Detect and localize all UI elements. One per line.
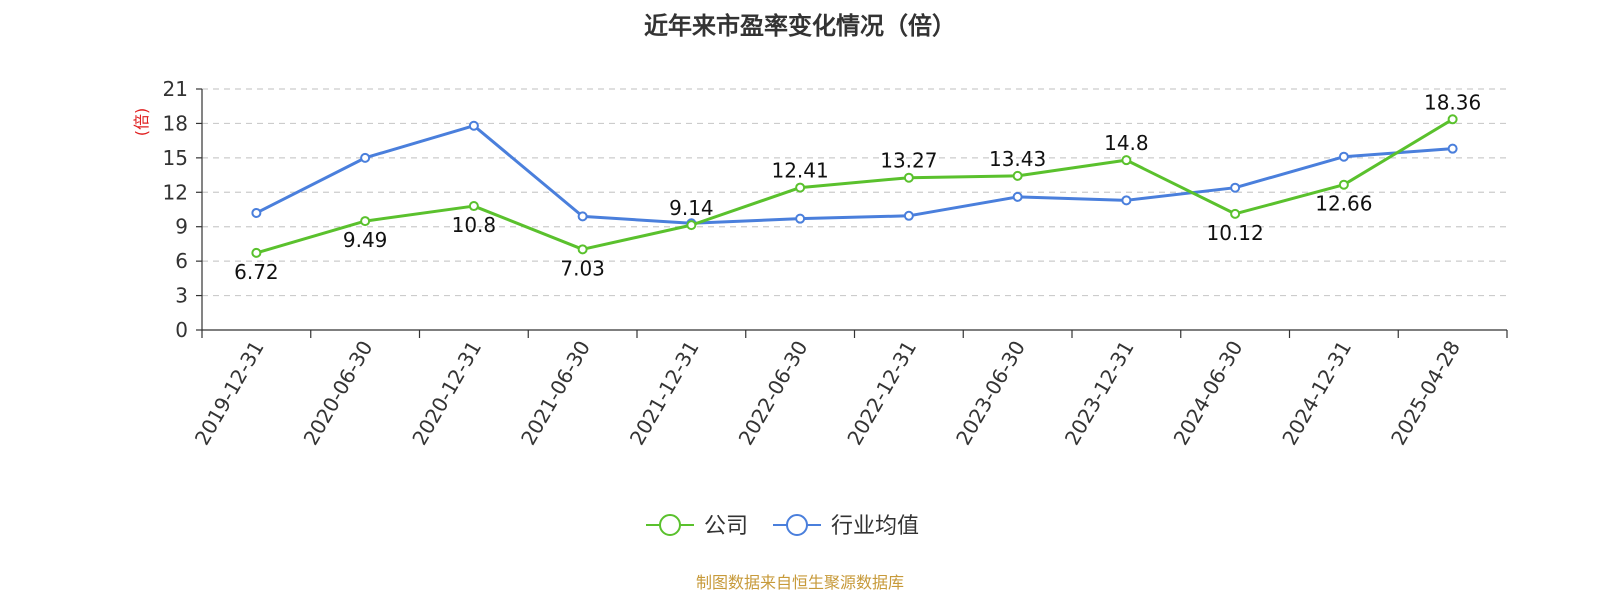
- y-tick-label: 21: [163, 77, 188, 101]
- company-data-point: [903, 172, 914, 183]
- company-data-point: [251, 247, 262, 258]
- company-data-point: [1121, 155, 1132, 166]
- series-lines: [251, 114, 1458, 258]
- company-data-label: 14.8: [1104, 131, 1149, 155]
- company-data-point: [686, 220, 697, 231]
- company-data-label: 18.36: [1424, 90, 1481, 114]
- company-data-point: [1012, 170, 1023, 181]
- industry-data-point: [360, 152, 371, 163]
- legend-industry[interactable]: 行业均值: [773, 514, 919, 539]
- company-data-label: 12.41: [771, 159, 828, 183]
- x-tick-label: 2020-12-31: [407, 337, 486, 450]
- y-tick-label: 3: [175, 284, 188, 308]
- legend-label: 公司: [704, 514, 748, 539]
- axes: 0 3 6 9 12 15 18 21 2019-12-31 2020-06-30 2020-12-…: [163, 77, 1508, 450]
- x-tick-label: 2021-06-30: [516, 337, 595, 450]
- x-tick-label: 2022-06-30: [734, 337, 813, 450]
- industry-data-point: [1121, 195, 1132, 206]
- legend-company[interactable]: 公司: [646, 514, 748, 539]
- industry-data-point: [577, 211, 588, 222]
- industry-data-point: [1447, 143, 1458, 154]
- y-axis-label: (倍): [132, 108, 151, 137]
- industry-data-point: [468, 120, 479, 131]
- x-tick-label: 2022-12-31: [842, 337, 921, 450]
- x-tick-label: 2021-12-31: [625, 337, 704, 450]
- industry-data-point: [1338, 151, 1349, 162]
- company-data-label: 13.43: [989, 147, 1046, 171]
- y-tick-label: 6: [175, 249, 188, 273]
- industry-data-point: [795, 213, 806, 224]
- grid-lines: [202, 88, 1507, 297]
- source-note: 制图数据来自恒生聚源数据库: [696, 573, 904, 592]
- company-data-point: [1338, 179, 1349, 190]
- legend-label: 行业均值: [831, 514, 919, 539]
- industry-data-point: [251, 207, 262, 218]
- company-data-point: [1447, 114, 1458, 125]
- company-data-label: 9.14: [669, 196, 714, 220]
- industry-data-point: [1012, 191, 1023, 202]
- x-tick-label: 2024-06-30: [1169, 337, 1248, 450]
- legend-marker-icon: [659, 514, 681, 536]
- industry-series-line: [255, 124, 1453, 225]
- company-data-label: 10.12: [1206, 221, 1263, 245]
- company-data-label: 9.49: [343, 228, 388, 252]
- x-tick-label: 2024-12-31: [1277, 337, 1356, 450]
- industry-data-point: [1230, 182, 1241, 193]
- company-data-label: 13.27: [880, 149, 937, 173]
- x-tick-label: 2020-06-30: [299, 337, 378, 450]
- company-data-point: [1230, 208, 1241, 219]
- y-tick-label: 0: [175, 318, 188, 342]
- company-data-point: [577, 244, 588, 255]
- company-data-label: 10.8: [452, 213, 497, 237]
- company-data-point: [360, 216, 371, 227]
- industry-data-point: [903, 210, 914, 221]
- legend-marker-icon: [786, 514, 808, 536]
- y-tick-label: 18: [163, 111, 188, 135]
- company-series-line: [255, 118, 1454, 255]
- x-tick-label: 2025-04-28: [1386, 337, 1465, 450]
- x-tick-label: 2019-12-31: [190, 337, 269, 450]
- legend: 公司 行业均值: [646, 514, 919, 539]
- x-tick-label: 2023-06-30: [951, 337, 1030, 450]
- company-data-point: [468, 201, 479, 212]
- company-data-point: [795, 182, 806, 193]
- y-tick-label: 9: [175, 215, 188, 239]
- y-tick-label: 12: [163, 180, 188, 204]
- y-tick-label: 15: [163, 146, 188, 170]
- chart-title: 近年来市盈率变化情况（倍）: [644, 12, 956, 40]
- company-data-label: 7.03: [560, 256, 605, 280]
- x-tick-label: 2023-12-31: [1060, 337, 1139, 450]
- company-data-label: 6.72: [234, 260, 279, 284]
- data-labels: 6.72 9.49 10.8 7.03 9.14 12.41 13.27 13.43 14.8 1…: [234, 90, 1481, 284]
- company-data-label: 12.66: [1315, 192, 1372, 216]
